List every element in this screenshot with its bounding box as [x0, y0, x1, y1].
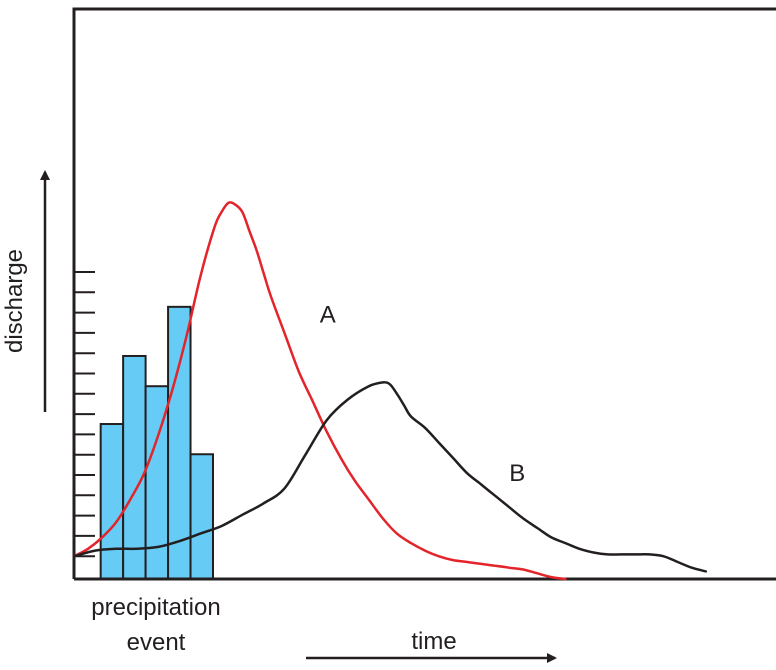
curve-label-a: A [320, 301, 336, 328]
x-axis-label: time [411, 628, 456, 655]
y-axis-label: discharge [1, 249, 28, 353]
hydrograph-line-a [72, 201, 567, 581]
curve-labels: AB [320, 301, 526, 487]
precipitation-label-line2: event [127, 629, 186, 656]
precipitation-bar-1 [99, 423, 125, 580]
precipitation-bar-5 [189, 453, 214, 581]
hydrograph-line-b [72, 381, 708, 573]
precipitation-scale-ticks [74, 271, 95, 558]
precipitation-bar-2 [122, 354, 147, 581]
hydrograph-lines [72, 201, 708, 581]
precipitation-label-line1: precipitation [91, 594, 220, 621]
curve-label-b: B [509, 460, 525, 487]
